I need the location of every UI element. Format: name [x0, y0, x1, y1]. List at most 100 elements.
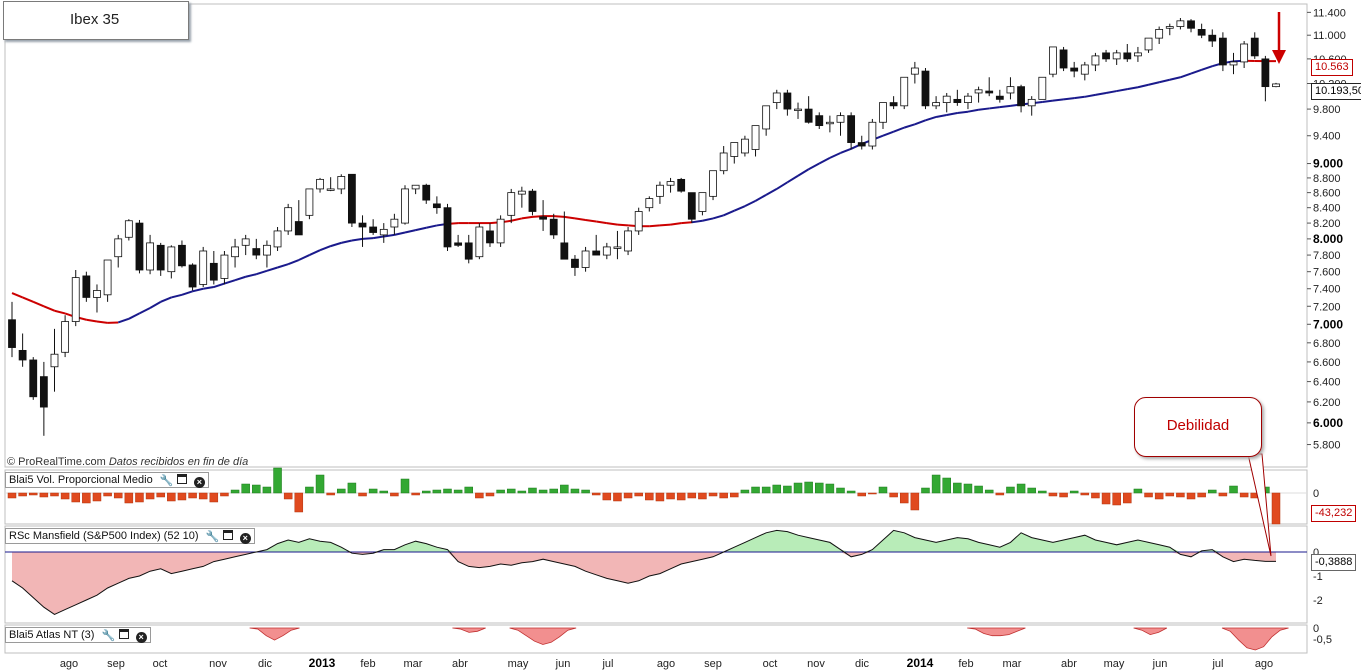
candle-body [985, 90, 994, 94]
moving-average-segment [426, 224, 438, 229]
close-icon[interactable]: × [239, 533, 251, 544]
candle-body [825, 121, 834, 125]
chart-title-box: Ibex 35 [3, 1, 189, 40]
volume-bar [241, 483, 250, 494]
candle-body [114, 238, 123, 258]
window-icon[interactable] [222, 530, 233, 540]
down-arrow-head [1272, 50, 1286, 64]
price-tick-label: 9.800 [1313, 104, 1341, 116]
moving-average-segment [564, 215, 576, 220]
volume-bar [645, 492, 654, 501]
candle-body [1017, 86, 1025, 107]
candle-body [209, 262, 218, 281]
candle-body [730, 142, 739, 157]
moving-average-segment [362, 237, 374, 240]
time-axis-label: may [1104, 658, 1125, 670]
wrench-icon[interactable]: 🔧 [205, 531, 220, 543]
moving-average-segment [808, 162, 820, 171]
volume-zero-label: 0 [1313, 488, 1319, 500]
wrench-icon[interactable]: 🔧 [159, 475, 174, 487]
atlas-area: 0-0,5 [249, 623, 1332, 651]
moving-average-segment [224, 279, 236, 285]
candle-body [560, 242, 569, 260]
moving-average-segment [86, 318, 98, 323]
candle-body [241, 238, 250, 246]
candle-body [539, 216, 547, 220]
time-axis-label: feb [360, 658, 375, 670]
candle-body [305, 188, 314, 216]
candle-body [964, 95, 972, 103]
moving-average-segment [298, 254, 310, 261]
candle-body [613, 246, 622, 249]
callout-pointer [1247, 453, 1272, 557]
moving-average-segment [139, 307, 151, 315]
volume-bar [347, 482, 357, 494]
close-icon[interactable]: × [193, 477, 205, 488]
volume-bar [825, 483, 835, 494]
moving-average-segment [341, 239, 353, 244]
time-axis-label: jul [1211, 658, 1223, 670]
mansfield-tick-label: 0 [1313, 547, 1319, 559]
price-tick-label: 8.400 [1313, 203, 1341, 215]
candle-body [50, 353, 59, 368]
volume-bar [655, 492, 665, 502]
candle-body [942, 95, 951, 103]
moving-average-segment [277, 263, 289, 269]
candle-body [1091, 55, 1100, 66]
volume-bar [1101, 492, 1111, 505]
volume-bar [220, 492, 229, 497]
price-tick-label: 6.400 [1313, 377, 1341, 389]
wrench-icon[interactable]: 🔧 [101, 630, 116, 642]
price-tick-label: 7.400 [1313, 284, 1341, 296]
atlas-panel-label: Blai5 Atlas NT (3) [9, 629, 95, 641]
volume-bar [910, 492, 920, 511]
volume-bar [1154, 492, 1164, 500]
atlas-negative-area [249, 627, 300, 641]
moving-average-segment [192, 287, 204, 293]
volume-bar [666, 492, 675, 500]
candle-body [815, 115, 824, 127]
window-icon[interactable] [118, 629, 129, 639]
moving-average-segment [394, 231, 406, 236]
atlas-panel-header: Blai5 Atlas NT (3) 🔧 × [5, 627, 151, 643]
candle-body [804, 108, 813, 123]
price-tick-label: 11.400 [1313, 7, 1346, 19]
atlas-tick-label: -0,5 [1313, 634, 1332, 646]
volume-bar [411, 492, 420, 496]
candle-body [1176, 20, 1185, 27]
candle-body [71, 277, 80, 322]
moving-average-segment [521, 215, 533, 220]
moving-average-segment [723, 209, 735, 217]
volume-bar [198, 492, 208, 500]
mansfield-panel-frame [4, 525, 1308, 624]
volume-bar [889, 492, 898, 498]
volume-bar [379, 490, 389, 494]
time-axis-label: jun [1152, 658, 1168, 670]
volume-bar [135, 492, 144, 503]
close-icon[interactable]: × [135, 632, 147, 643]
candle-body [1112, 52, 1121, 60]
volume-bar [1080, 492, 1090, 496]
candle-body [358, 222, 367, 228]
volume-panel-header: Blai5 Vol. Proporcional Medio 🔧 × [5, 472, 209, 488]
moving-average-segment [149, 300, 162, 309]
volume-bar [230, 489, 240, 494]
moving-average-segment [43, 305, 55, 312]
candle-body [464, 242, 473, 260]
candle-body [39, 376, 48, 408]
candle-body [486, 230, 494, 244]
candle-body [549, 218, 558, 236]
moving-average-segment [935, 114, 947, 118]
moving-average-segment [999, 104, 1011, 109]
volume-bar [1038, 490, 1047, 494]
moving-average-segment [22, 296, 34, 303]
window-icon[interactable] [176, 474, 187, 484]
candle-body [1059, 49, 1068, 69]
candle-body [889, 102, 898, 107]
moving-average-segment [213, 282, 225, 288]
volume-bar [315, 474, 325, 494]
mansfield-panel-header: RSc Mansfield (S&P500 Index) (52 10) 🔧 × [5, 528, 255, 544]
candle-body [252, 248, 261, 256]
mansfield-area: 0 -1 -2 [5, 529, 1323, 615]
